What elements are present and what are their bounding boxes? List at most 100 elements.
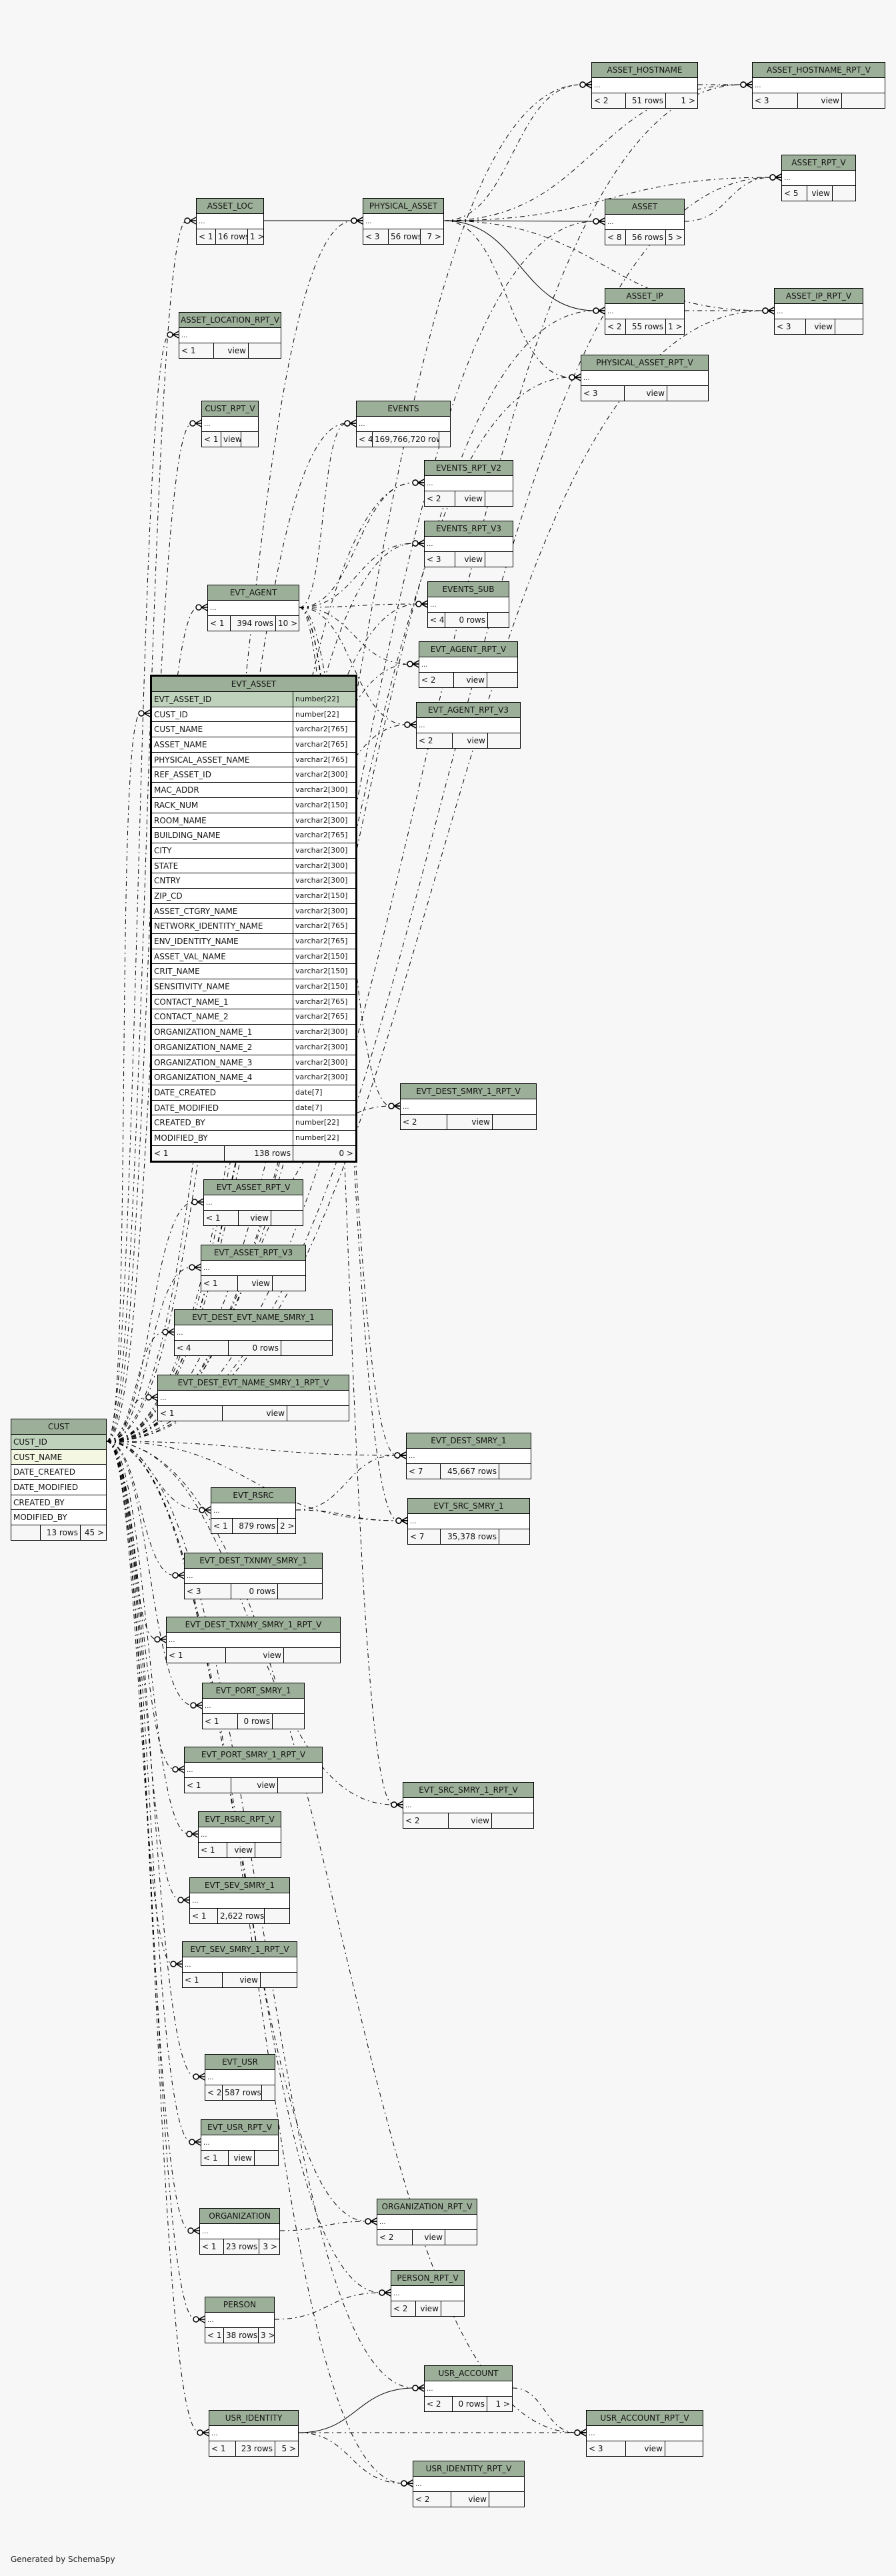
collapsed-columns-row[interactable]: ... xyxy=(428,597,509,613)
parents-link[interactable]: < 3 xyxy=(755,95,769,105)
table-name[interactable]: EVT_USR xyxy=(205,2055,275,2070)
parents-link[interactable]: < 2 xyxy=(415,2494,430,2504)
children-link[interactable] xyxy=(441,2301,464,2316)
column-row[interactable]: CUST_ID xyxy=(11,1435,106,1450)
children-link[interactable]: 7 > xyxy=(420,229,443,244)
children-link[interactable] xyxy=(499,1529,529,1544)
collapsed-columns-row[interactable]: ... xyxy=(202,417,258,432)
collapsed-columns-row[interactable]: ... xyxy=(581,371,708,386)
collapsed-columns-row[interactable]: ... xyxy=(407,1449,531,1464)
table-name[interactable]: EVT_ASSET_RPT_V3 xyxy=(201,1245,305,1261)
column-row[interactable]: SENSITIVITY_NAME varchar2[150] xyxy=(152,979,355,995)
children-link[interactable]: 1 > xyxy=(665,93,697,108)
parents-link[interactable]: < 2 xyxy=(393,2303,408,2313)
table-name[interactable]: EVT_ASSET xyxy=(152,677,355,692)
children-link[interactable]: 0 > xyxy=(293,1145,355,1161)
parents-link[interactable]: < 1 xyxy=(199,231,213,241)
parents-link[interactable]: < 2 xyxy=(207,2087,222,2097)
collapsed-columns-row[interactable]: ... xyxy=(185,1569,322,1584)
table-name[interactable]: EVT_SEV_SMRY_1 xyxy=(190,1878,289,1893)
table-name[interactable]: EVT_SEV_SMRY_1_RPT_V xyxy=(183,1942,297,1957)
children-link[interactable] xyxy=(841,93,885,108)
table-organization[interactable]: ORGANIZATION... < 1 23 rows 3 > xyxy=(199,2208,280,2255)
collapsed-columns-row[interactable]: ... xyxy=(185,1763,322,1778)
children-link[interactable] xyxy=(499,1463,531,1479)
children-link[interactable]: 3 > xyxy=(258,2327,274,2343)
collapsed-columns-row[interactable]: ... xyxy=(203,1699,304,1714)
table-name[interactable]: EVENTS_RPT_V3 xyxy=(425,521,513,537)
collapsed-columns-row[interactable]: ... xyxy=(419,657,517,673)
children-link[interactable] xyxy=(445,2229,477,2245)
parents-link[interactable]: < 1 xyxy=(207,2330,222,2340)
table-evt-usr[interactable]: EVT_USR... < 2 587 rows xyxy=(205,2054,275,2101)
collapsed-columns-row[interactable]: ... xyxy=(408,1514,529,1529)
table-evt-port-smry-1-rpt-v[interactable]: EVT_PORT_SMRY_1_RPT_V... < 1 view xyxy=(184,1747,323,1793)
column-row[interactable]: MAC_ADDR varchar2[300] xyxy=(152,783,355,798)
table-evt-rsrc[interactable]: EVT_RSRC... < 1 879 rows 2 > xyxy=(211,1487,296,1534)
collapsed-columns-row[interactable]: ... xyxy=(391,2286,464,2301)
collapsed-columns-row[interactable]: ... xyxy=(201,2135,278,2151)
collapsed-columns-row[interactable]: ... xyxy=(167,1633,340,1648)
children-link[interactable] xyxy=(264,1908,289,1923)
parents-link[interactable]: < 2 xyxy=(419,735,433,745)
children-link[interactable] xyxy=(832,185,855,201)
parents-link[interactable]: < 2 xyxy=(607,321,622,331)
parents-link[interactable]: < 2 xyxy=(421,675,436,685)
table-cust-rpt-v[interactable]: CUST_RPT_V... < 1 view xyxy=(201,401,259,447)
table-physical-asset[interactable]: PHYSICAL_ASSET... < 3 56 rows 7 > xyxy=(363,198,444,245)
children-link[interactable]: 1 > xyxy=(665,319,684,334)
column-row[interactable]: ENV_IDENTITY_NAME varchar2[765] xyxy=(152,934,355,949)
table-name[interactable]: ASSET_IP xyxy=(605,289,684,304)
collapsed-columns-row[interactable]: ... xyxy=(753,78,885,93)
table-usr-identity[interactable]: USR_IDENTITY... < 1 23 rows 5 > xyxy=(209,2410,299,2457)
children-link[interactable]: 3 > xyxy=(259,2239,279,2254)
table-evt-src-smry-1-rpt-v[interactable]: EVT_SRC_SMRY_1_RPT_V... < 2 view xyxy=(403,1782,534,1829)
column-row[interactable]: ZIP_CD varchar2[150] xyxy=(152,888,355,904)
column-row[interactable]: ORGANIZATION_NAME_1 varchar2[300] xyxy=(152,1025,355,1040)
table-evt-usr-rpt-v[interactable]: EVT_USR_RPT_V... < 1 view xyxy=(201,2119,279,2166)
collapsed-columns-row[interactable]: ... xyxy=(211,1503,295,1519)
children-link[interactable]: 45 > xyxy=(80,1525,106,1541)
table-evt-asset-rpt-v3[interactable]: EVT_ASSET_RPT_V3... < 1 view xyxy=(201,1245,306,1291)
children-link[interactable] xyxy=(665,2441,703,2456)
column-row[interactable]: CONTACT_NAME_1 varchar2[765] xyxy=(152,994,355,1010)
table-evt-dest-txnmy-smry-1-rpt-v[interactable]: EVT_DEST_TXNMY_SMRY_1_RPT_V... < 1 view xyxy=(166,1617,341,1663)
table-asset-hostname[interactable]: ASSET_HOSTNAME... < 2 51 rows 1 > xyxy=(591,62,698,109)
table-name[interactable]: EVT_SRC_SMRY_1_RPT_V xyxy=(403,1783,533,1798)
table-name[interactable]: ASSET_LOCATION_RPT_V xyxy=(179,313,281,328)
parents-link[interactable]: < 1 xyxy=(211,2443,226,2453)
collapsed-columns-row[interactable]: ... xyxy=(377,2215,477,2230)
table-evt-dest-smry-1[interactable]: EVT_DEST_SMRY_1... < 7 45,667 rows xyxy=(406,1433,531,1479)
parents-link[interactable]: < 1 xyxy=(187,1780,201,1790)
children-link[interactable] xyxy=(439,431,450,447)
parents-link[interactable]: < 7 xyxy=(410,1531,425,1541)
parents-link[interactable]: < 1 xyxy=(213,1521,228,1531)
table-evt-sev-smry-1-rpt-v[interactable]: EVT_SEV_SMRY_1_RPT_V... < 1 view xyxy=(182,1941,297,1988)
column-row[interactable]: ASSET_CTGRY_NAME varchar2[300] xyxy=(152,903,355,919)
table-name[interactable]: PERSON_RPT_V xyxy=(391,2271,464,2286)
parents-link[interactable]: < 3 xyxy=(777,321,791,331)
column-row[interactable]: EVT_ASSET_ID number[22] xyxy=(152,692,355,707)
table-name[interactable]: CUST_RPT_V xyxy=(202,401,258,417)
table-evt-dest-smry-1-rpt-v[interactable]: EVT_DEST_SMRY_1_RPT_V... < 2 view xyxy=(400,1083,537,1130)
children-link[interactable] xyxy=(272,1713,304,1729)
collapsed-columns-row[interactable]: ... xyxy=(587,2426,703,2441)
parents-link[interactable]: < 2 xyxy=(594,95,609,105)
children-link[interactable] xyxy=(485,551,513,567)
column-row[interactable]: RACK_NUM varchar2[150] xyxy=(152,797,355,813)
table-evt-sev-smry-1[interactable]: EVT_SEV_SMRY_1... < 1 2,622 rows xyxy=(189,1877,290,1924)
collapsed-columns-row[interactable]: ... xyxy=(175,1325,332,1341)
collapsed-columns-row[interactable]: ... xyxy=(401,1099,536,1115)
collapsed-columns-row[interactable]: ... xyxy=(425,537,513,552)
children-link[interactable] xyxy=(255,1842,281,1857)
table-name[interactable]: ORGANIZATION_RPT_V xyxy=(377,2199,477,2215)
children-link[interactable] xyxy=(241,431,258,447)
collapsed-columns-row[interactable]: ... xyxy=(179,328,281,343)
collapsed-columns-row[interactable]: ... xyxy=(201,1261,305,1276)
table-evt-port-smry-1[interactable]: EVT_PORT_SMRY_1... < 1 0 rows xyxy=(202,1683,305,1729)
table-name[interactable]: EVT_DEST_SMRY_1_RPT_V xyxy=(401,1084,536,1099)
collapsed-columns-row[interactable]: ... xyxy=(183,1957,297,1973)
table-name[interactable]: EVT_DEST_TXNMY_SMRY_1 xyxy=(185,1553,322,1569)
children-link[interactable] xyxy=(260,1972,297,1987)
table-usr-identity-rpt-v[interactable]: USR_IDENTITY_RPT_V... < 2 view xyxy=(413,2461,525,2507)
